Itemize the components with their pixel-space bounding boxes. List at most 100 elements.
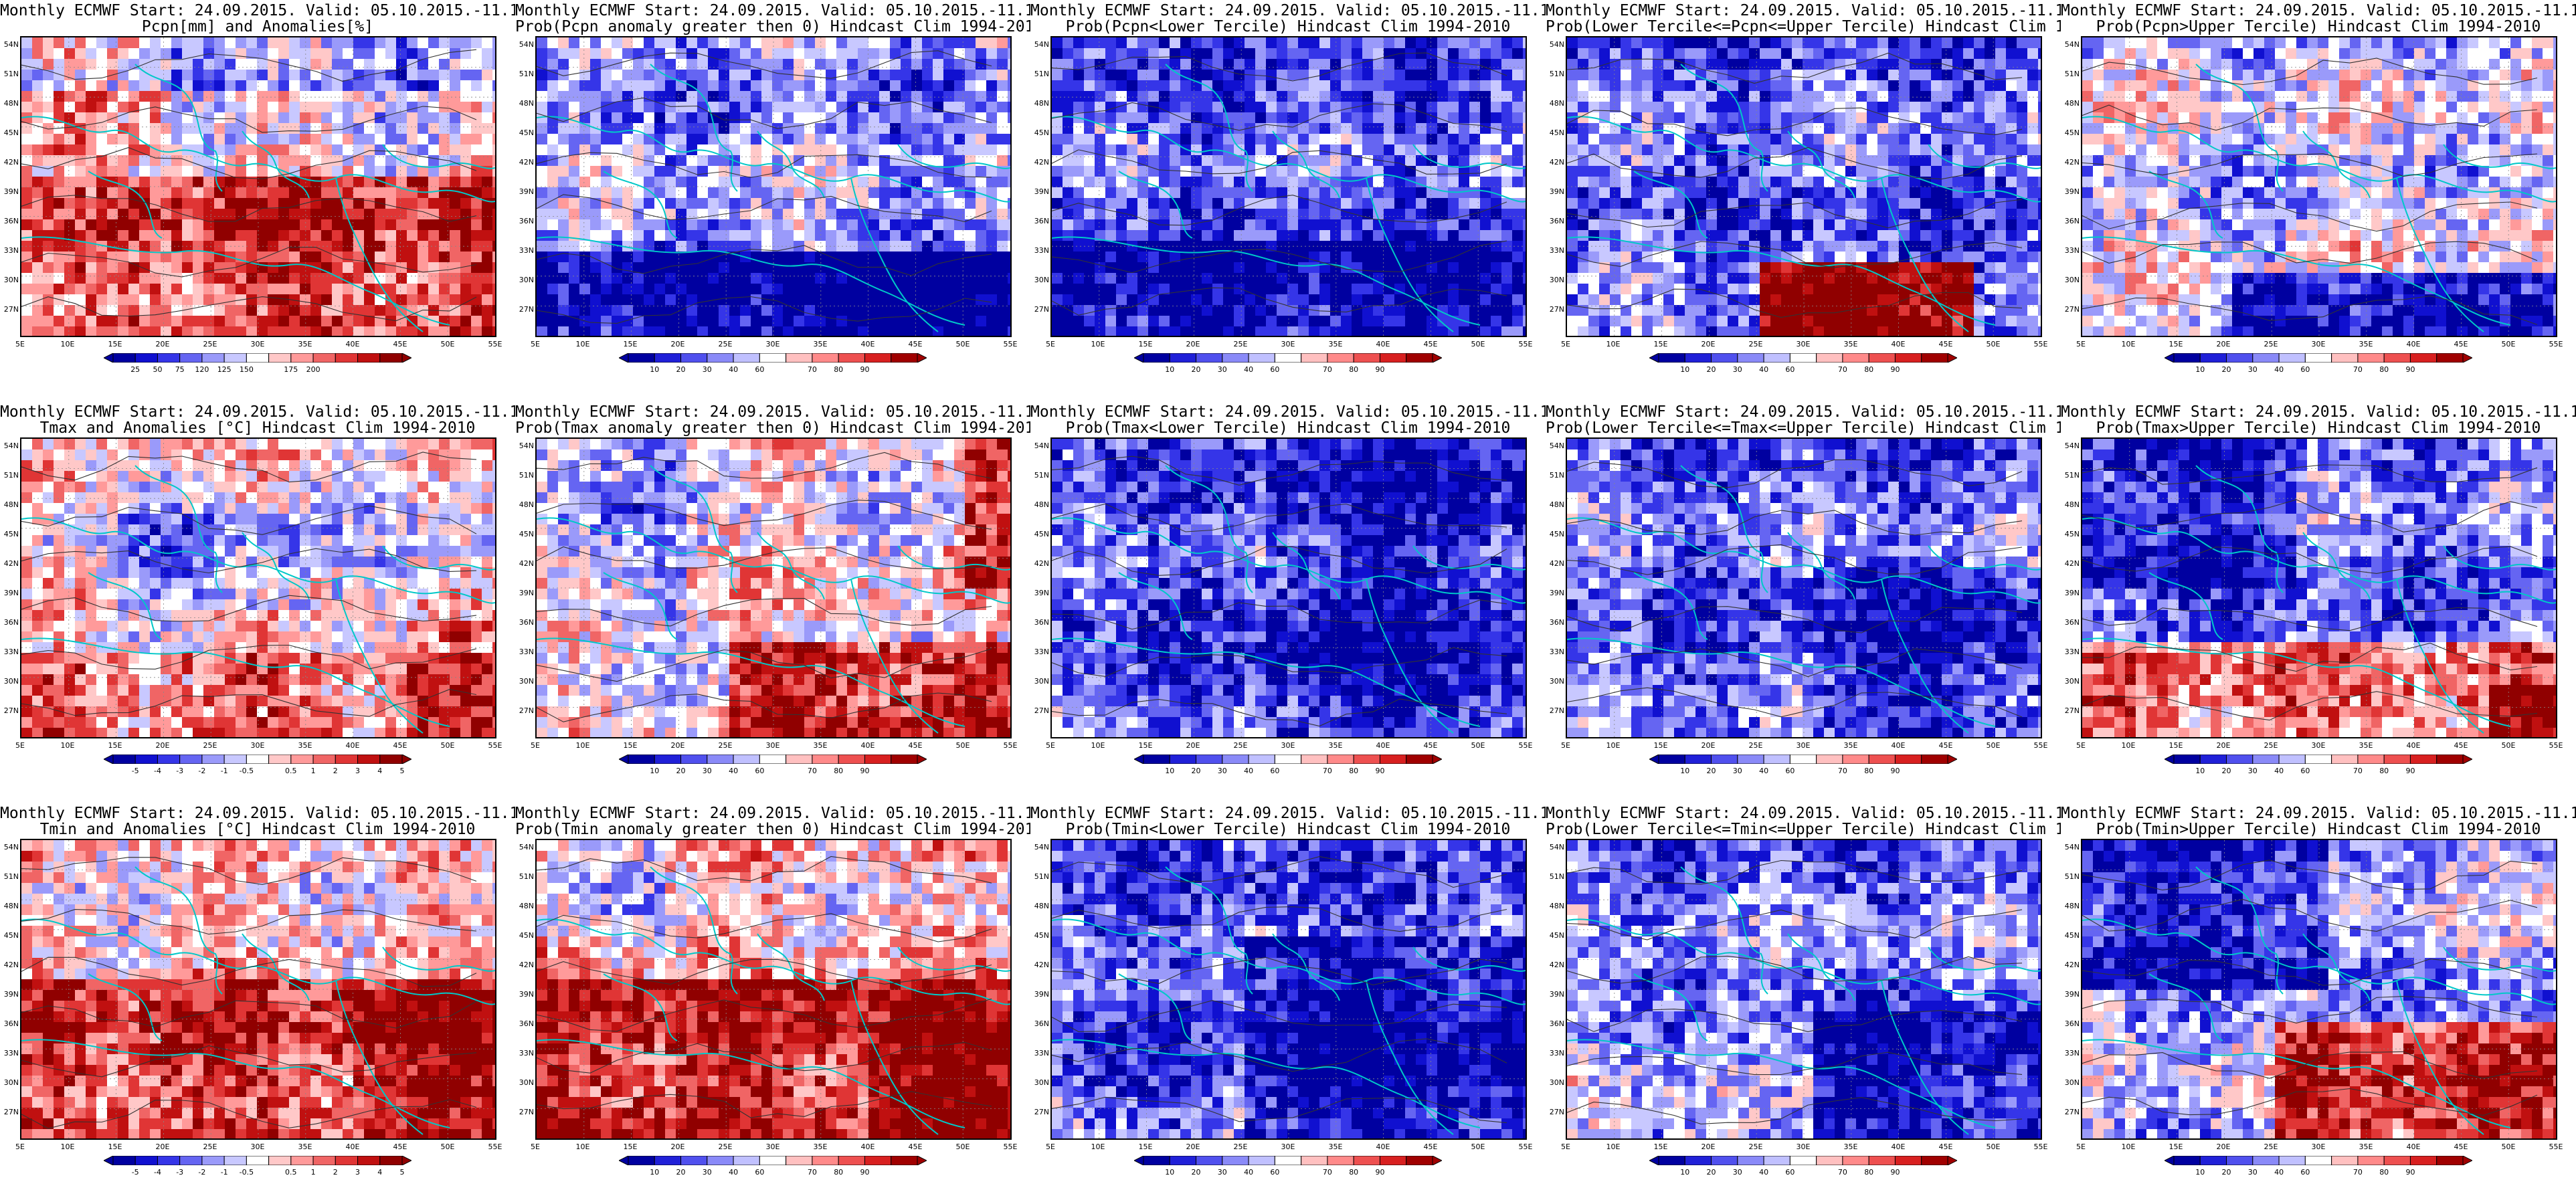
coastline xyxy=(1366,177,1454,332)
colorbar-segment xyxy=(1379,353,1407,363)
colorbar-segment xyxy=(1868,1156,1896,1165)
lon-tick-label: 55E xyxy=(2543,340,2569,348)
lat-tick-label: 54N xyxy=(2061,40,2080,49)
lon-tick-label: 15E xyxy=(2163,741,2189,750)
colorbar-svg xyxy=(619,755,927,764)
lat-tick-label: 30N xyxy=(1546,1078,1564,1087)
colorbar-tick-label: 60 xyxy=(2292,1168,2318,1177)
panel-title-line1: Monthly ECMWF Start: 24.09.2015. Valid: … xyxy=(1030,805,1546,821)
colorbar-segment xyxy=(812,755,839,764)
lon-tick-label: 25E xyxy=(197,741,223,750)
lat-tick-label: 48N xyxy=(515,99,534,108)
colorbar-tick-label: 30 xyxy=(2239,365,2266,374)
colorbar-segment xyxy=(2409,1156,2437,1165)
coastline xyxy=(242,532,310,600)
lat-tick-label: 48N xyxy=(0,902,19,910)
colorbar-segment xyxy=(759,755,787,764)
map-area xyxy=(1566,839,2042,1140)
coastline xyxy=(21,637,450,727)
colorbar-left-arrow xyxy=(1649,755,1659,764)
panel-title-line1: Monthly ECMWF Start: 24.09.2015. Valid: … xyxy=(1546,404,2061,420)
colorbar-segment xyxy=(1379,1156,1407,1165)
map-panel-tmax-1: Monthly ECMWF Start: 24.09.2015. Valid: … xyxy=(0,401,515,803)
lon-tick-label: 40E xyxy=(339,340,366,348)
colorbar-tick-label: 90 xyxy=(852,365,879,374)
coastline xyxy=(2148,572,2223,640)
contour-line xyxy=(1567,860,2023,885)
lat-tick-label: 48N xyxy=(1546,500,1564,509)
contour-line xyxy=(2082,1088,2538,1116)
lat-tick-label: 42N xyxy=(0,158,19,167)
lat-tick-label: 27N xyxy=(1546,305,1564,314)
panel-title-line2: Prob(Tmin anomaly greater then 0) Hindca… xyxy=(515,821,1030,837)
lon-tick-label: 25E xyxy=(712,340,739,348)
lat-tick-label: 45N xyxy=(0,931,19,940)
map-svg xyxy=(1052,840,1526,1138)
lat-tick-label: 51N xyxy=(515,872,534,881)
coastline xyxy=(2443,545,2556,571)
contour-line xyxy=(21,644,477,670)
lon-tick-label: 55E xyxy=(1512,340,1539,348)
coastline xyxy=(603,171,678,239)
lat-tick-label: 33N xyxy=(515,246,534,255)
lat-tick-label: 30N xyxy=(2061,677,2080,686)
colorbar-svg xyxy=(1649,755,1957,764)
colorbar-segment xyxy=(838,1156,865,1165)
lat-tick-label: 51N xyxy=(2061,70,2080,78)
contour-line xyxy=(537,913,992,942)
colorbar-tick-label: 40 xyxy=(720,365,747,374)
lon-tick-label: 35E xyxy=(2353,340,2379,348)
lat-tick-label: 54N xyxy=(2061,843,2080,851)
colorbar-tick-label: 2 xyxy=(322,1168,349,1177)
lat-tick-label: 27N xyxy=(1030,305,1049,314)
lat-tick-label: 51N xyxy=(1030,471,1049,480)
lat-tick-label: 48N xyxy=(1546,99,1564,108)
coastline xyxy=(2082,918,2556,1005)
colorbar-segment xyxy=(786,1156,813,1165)
colorbar-tick-label: 30 xyxy=(694,365,721,374)
lon-tick-label: 40E xyxy=(854,741,881,750)
colorbar-tick-label: 0.5 xyxy=(278,1168,304,1177)
map-svg xyxy=(537,840,1010,1138)
colorbar-segment xyxy=(838,755,865,764)
contour-line xyxy=(1567,241,2023,268)
coastline xyxy=(897,144,1010,169)
colorbar-svg xyxy=(104,353,411,363)
colorbar-segment xyxy=(290,353,314,363)
contour-line xyxy=(537,692,992,722)
lat-tick-label: 36N xyxy=(2061,618,2080,627)
contour-line xyxy=(21,49,477,82)
map-area xyxy=(1050,839,1527,1140)
lon-tick-label: 25E xyxy=(2258,340,2284,348)
colorbar-tick-label: 70 xyxy=(2344,767,2371,775)
map-area xyxy=(20,437,496,738)
colorbar-segment xyxy=(246,1156,270,1165)
map-svg xyxy=(2082,439,2556,737)
colorbar-segment xyxy=(2252,1156,2280,1165)
lon-tick-label: 20E xyxy=(149,1142,176,1151)
colorbar-left-arrow xyxy=(104,755,114,764)
lon-tick-label: 5E xyxy=(2067,741,2094,750)
colorbar-segment xyxy=(680,353,708,363)
colorbar-segment xyxy=(1658,1156,1685,1165)
lat-tick-label: 33N xyxy=(1030,647,1049,656)
lon-tick-label: 10E xyxy=(1600,741,1627,750)
coastline xyxy=(2302,933,2371,1001)
colorbar-tick-label: 80 xyxy=(825,1168,852,1177)
colorbar-segment xyxy=(1353,755,1380,764)
coastline xyxy=(650,64,738,192)
panel-title-line2: Prob(Tmin<Lower Tercile) Hindcast Clim 1… xyxy=(1030,821,1546,837)
contour-line xyxy=(537,856,992,884)
coastline xyxy=(850,579,939,734)
lon-tick-label: 45E xyxy=(1417,340,1444,348)
contour-line xyxy=(2082,860,2538,891)
coastline xyxy=(88,171,163,239)
coastline xyxy=(1567,517,2041,604)
colorbar-segment xyxy=(2252,755,2280,764)
lon-tick-label: 10E xyxy=(2115,340,2142,348)
lon-tick-label: 20E xyxy=(1695,741,1722,750)
lon-tick-label: 40E xyxy=(1370,340,1396,348)
lat-tick-label: 39N xyxy=(1030,589,1049,597)
lat-tick-label: 42N xyxy=(2061,559,2080,568)
panel-title-line1: Monthly ECMWF Start: 24.09.2015. Valid: … xyxy=(2061,805,2576,821)
